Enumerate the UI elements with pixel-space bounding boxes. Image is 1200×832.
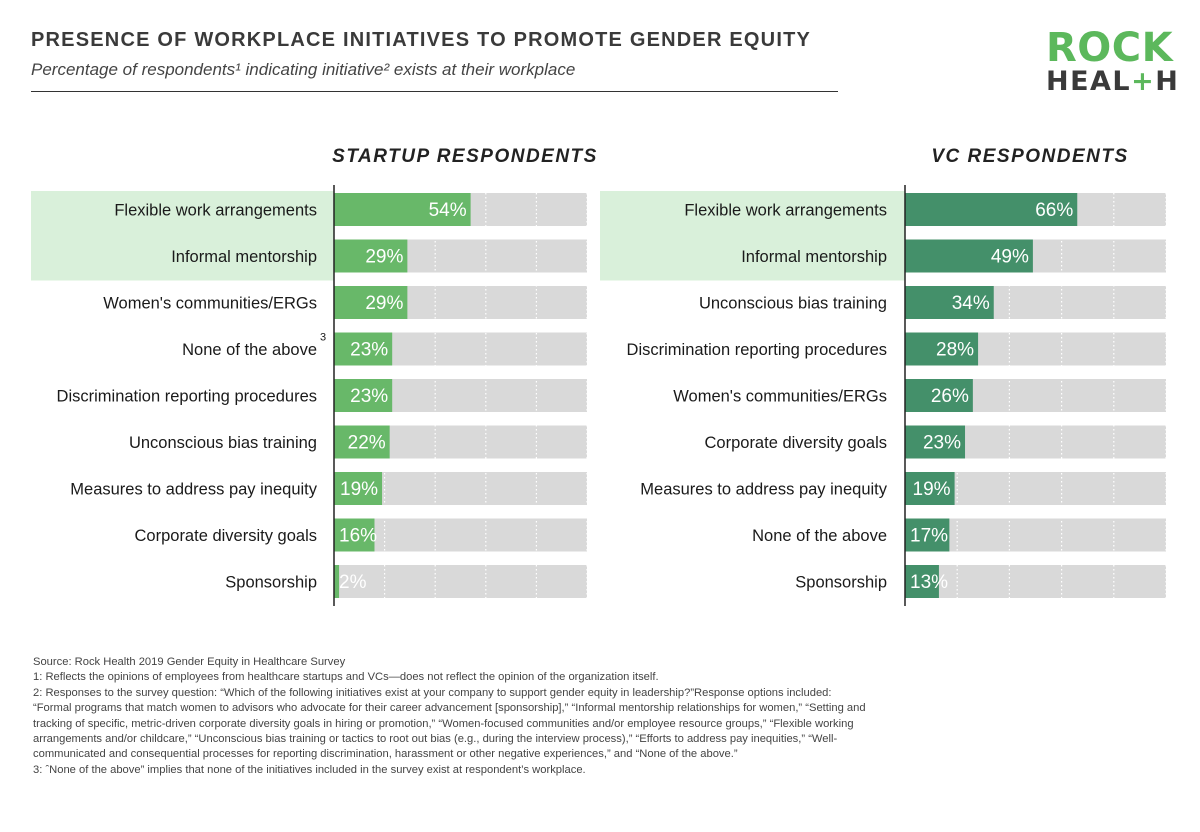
startup-category-label: Unconscious bias training (129, 434, 317, 452)
startup-value-label: 29% (365, 293, 403, 314)
startup-bar (334, 286, 408, 319)
footnote-source: Source: Rock Health 2019 Gender Equity i… (33, 656, 346, 668)
vc-value-label: 19% (913, 479, 951, 500)
footnote-1: 1: Reflects the opinions of employees fr… (33, 671, 659, 684)
startup-category-label: None of the above (182, 341, 317, 359)
vc-highlight-band (600, 191, 905, 281)
logo-plus: + (1131, 66, 1156, 97)
vc-bar (905, 286, 994, 319)
logo-line-2-a: HEAL (1046, 66, 1132, 97)
startup-bar-track (334, 565, 587, 598)
vc-category-label: Women's communities/ERGs (673, 388, 887, 406)
vc-chart: 66% Flexible work arrangements 49% Informal… (600, 185, 1167, 606)
vc-bar (905, 332, 979, 366)
footnote-2: 2: Responses to the survey question: “Wh… (33, 686, 866, 761)
startup-value-label: 23% (350, 340, 388, 361)
startup-panel-title: STARTUP RESPONDENTS (332, 146, 598, 167)
startup-bar (334, 472, 383, 505)
vc-value-label: 13% (910, 572, 948, 593)
startup-chart: 54% Flexible work arrangements 29% Informal… (31, 185, 588, 606)
vc-value-label: 34% (952, 293, 990, 314)
vc-category-label: Flexible work arrangements (684, 202, 887, 220)
startup-value-label: 22% (348, 433, 386, 454)
startup-bar (334, 332, 393, 366)
startup-value-label: 23% (350, 386, 388, 407)
footnote-3: 3: ˆNone of the above” implies that none… (33, 763, 586, 776)
vc-value-label: 66% (1035, 200, 1073, 221)
startup-value-label: 2% (339, 572, 367, 593)
startup-bar-track (334, 518, 587, 552)
vc-bar (905, 472, 955, 505)
vc-category-label: Discrimination reporting procedures (627, 341, 887, 359)
vc-bar (905, 379, 973, 412)
rock-health-logo: ROCK HEAL+H (1046, 28, 1179, 95)
vc-bar (905, 425, 966, 459)
vc-value-label: 49% (991, 247, 1029, 268)
chart-subtitle: Percentage of respondents¹ indicating in… (31, 60, 576, 79)
vc-bar-track (905, 565, 1166, 598)
vc-category-label: None of the above (752, 527, 887, 545)
vc-panel-title: VC RESPONDENTS (931, 146, 1129, 167)
vc-category-label: Corporate diversity goals (705, 434, 888, 452)
startup-category-label: Flexible work arrangements (114, 202, 317, 220)
logo-line-2-b: H (1155, 66, 1180, 97)
vc-value-label: 23% (923, 433, 961, 454)
startup-category-label: Discrimination reporting procedures (57, 388, 317, 406)
startup-value-label: 29% (365, 247, 403, 268)
startup-value-label: 19% (340, 479, 378, 500)
startup-category-label: Measures to address pay inequity (70, 481, 317, 499)
startup-category-superscript: 3 (320, 332, 326, 344)
vc-bar (905, 193, 1078, 226)
startup-category-label: Corporate diversity goals (135, 527, 318, 545)
logo-line-1: ROCK (1046, 25, 1174, 71)
startup-highlight-band (31, 191, 334, 281)
logo-line-2: HEAL+H (1046, 68, 1179, 95)
bar-charts: 54% Flexible work arrangements 29% Informal… (31, 185, 1167, 606)
startup-bar (334, 565, 340, 598)
startup-value-label: 54% (429, 200, 467, 221)
startup-category-label: Sponsorship (225, 574, 317, 592)
startup-value-label: 16% (339, 526, 377, 547)
startup-bar (334, 193, 471, 226)
vc-category-label: Unconscious bias training (699, 295, 887, 313)
title-divider (31, 91, 838, 92)
vc-category-label: Measures to address pay inequity (640, 481, 887, 499)
vc-value-label: 17% (910, 526, 948, 547)
startup-bar (334, 425, 390, 459)
startup-bar (334, 518, 375, 552)
startup-bar (334, 379, 393, 412)
startup-category-label: Women's communities/ERGs (103, 295, 317, 313)
vc-bar (905, 239, 1033, 273)
vc-category-label: Sponsorship (795, 574, 887, 592)
vc-value-label: 26% (931, 386, 969, 407)
vc-bar (905, 518, 950, 552)
startup-category-label: Informal mentorship (171, 248, 317, 266)
chart-title: PRESENCE OF WORKPLACE INITIATIVES TO PRO… (31, 29, 812, 51)
startup-bar (334, 239, 408, 273)
footnotes: Source: Rock Health 2019 Gender Equity i… (33, 655, 873, 778)
vc-value-label: 28% (936, 340, 974, 361)
vc-category-label: Informal mentorship (741, 248, 887, 266)
vc-bar (905, 565, 939, 598)
